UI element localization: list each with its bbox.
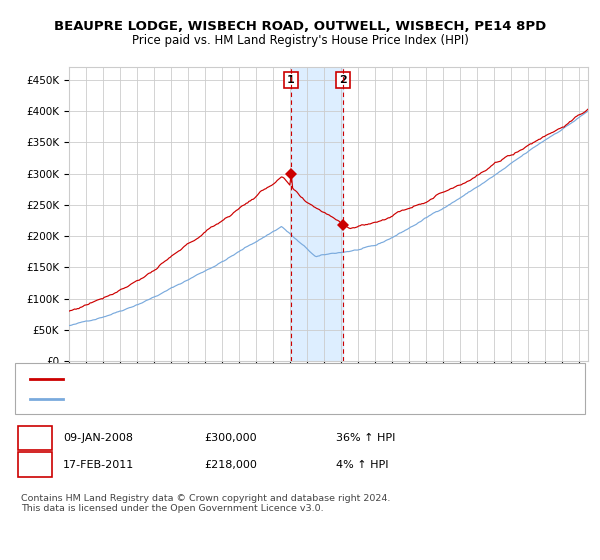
Text: Price paid vs. HM Land Registry's House Price Index (HPI): Price paid vs. HM Land Registry's House …	[131, 34, 469, 46]
Text: £300,000: £300,000	[204, 433, 257, 443]
Text: £218,000: £218,000	[204, 460, 257, 470]
Bar	[291, 67, 343, 361]
Text: BEAUPRE LODGE, WISBECH ROAD, OUTWELL, WISBECH, PE14 8PD (detached house): BEAUPRE LODGE, WISBECH ROAD, OUTWELL, WI…	[70, 374, 492, 384]
Text: BEAUPRE LODGE, WISBECH ROAD, OUTWELL, WISBECH, PE14 8PD: BEAUPRE LODGE, WISBECH ROAD, OUTWELL, WI…	[54, 20, 546, 32]
Text: HPI: Average price, detached house, King's Lynn and West Norfolk: HPI: Average price, detached house, King…	[70, 394, 400, 404]
Text: Contains HM Land Registry data © Crown copyright and database right 2024.
This d: Contains HM Land Registry data © Crown c…	[21, 494, 391, 514]
Text: 1: 1	[287, 74, 295, 85]
Text: 36% ↑ HPI: 36% ↑ HPI	[336, 433, 395, 443]
Text: 1: 1	[31, 431, 39, 445]
Text: 2: 2	[340, 74, 347, 85]
Text: 09-JAN-2008: 09-JAN-2008	[63, 433, 133, 443]
Text: 17-FEB-2011: 17-FEB-2011	[63, 460, 134, 470]
Text: 2: 2	[31, 458, 39, 472]
Text: 4% ↑ HPI: 4% ↑ HPI	[336, 460, 389, 470]
